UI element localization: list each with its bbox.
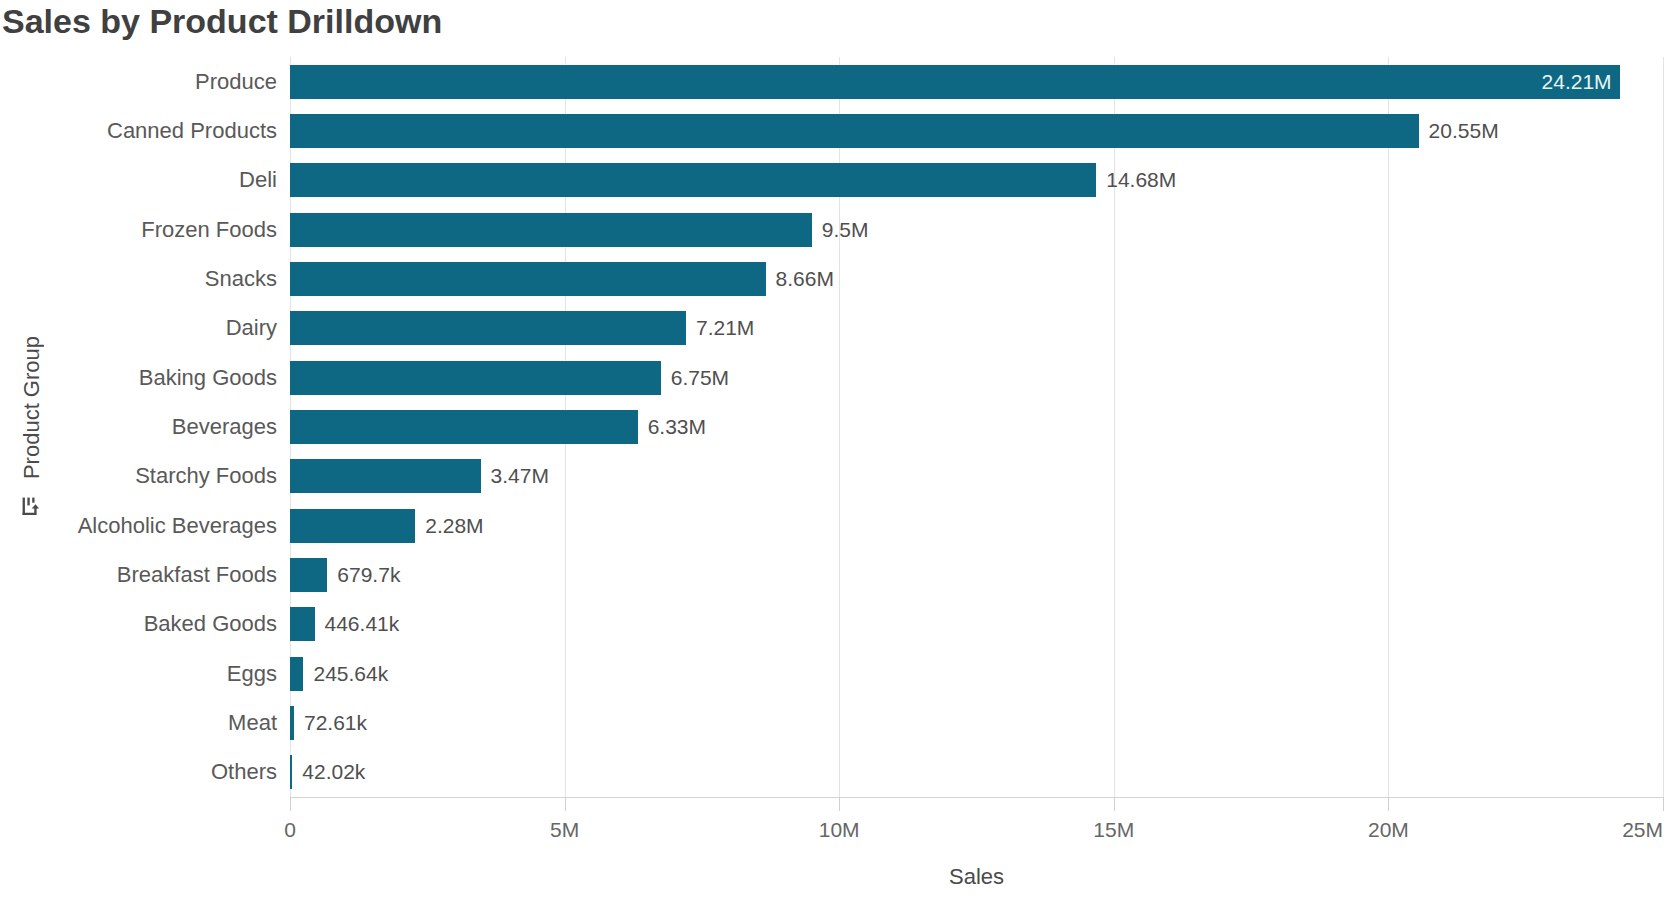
category-label[interactable]: Eggs <box>227 661 277 687</box>
category-label[interactable]: Others <box>211 759 277 785</box>
value-label: 6.33M <box>648 415 706 439</box>
category-row: Beverages <box>0 402 277 451</box>
bar[interactable] <box>290 361 661 395</box>
category-label[interactable]: Frozen Foods <box>141 217 277 243</box>
value-label: 9.5M <box>822 218 869 242</box>
bar-row: 8.66M <box>290 254 1663 303</box>
bar[interactable] <box>290 558 327 592</box>
category-row: Eggs <box>0 649 277 698</box>
category-label[interactable]: Produce <box>195 69 277 95</box>
category-row: Canned Products <box>0 106 277 155</box>
bar[interactable]: 24.21M <box>290 65 1620 99</box>
category-row: Baking Goods <box>0 353 277 402</box>
bar[interactable] <box>290 213 812 247</box>
x-axis-title: Sales <box>290 864 1663 890</box>
value-label: 24.21M <box>1542 70 1612 94</box>
value-label: 6.75M <box>671 366 729 390</box>
bar-row: 42.02k <box>290 748 1663 797</box>
category-row: Baked Goods <box>0 600 277 649</box>
x-axis-tick-labels: 05M10M15M20M25M <box>290 818 1663 846</box>
category-row: Alcoholic Beverages <box>0 501 277 550</box>
value-label: 245.64k <box>313 662 388 686</box>
bar[interactable] <box>290 262 766 296</box>
x-tick-mark <box>1663 797 1664 811</box>
value-label: 2.28M <box>425 514 483 538</box>
category-row: Breakfast Foods <box>0 550 277 599</box>
x-tick-label: 15M <box>1093 818 1134 842</box>
value-label: 72.61k <box>304 711 367 735</box>
category-label[interactable]: Deli <box>239 167 277 193</box>
category-axis: Produce Canned Products Deli Frozen Foods Sn… <box>0 57 277 797</box>
bar-row: 6.33M <box>290 402 1663 451</box>
x-axis-tick-marks <box>290 797 1663 812</box>
bar-row: 20.55M <box>290 106 1663 155</box>
category-label[interactable]: Baked Goods <box>144 611 277 637</box>
x-tick-label: 25M <box>1622 818 1663 842</box>
bar-row: 14.68M <box>290 156 1663 205</box>
value-label: 7.21M <box>696 316 754 340</box>
value-label: 679.7k <box>337 563 400 587</box>
category-row: Starchy Foods <box>0 452 277 501</box>
bar[interactable] <box>290 311 686 345</box>
category-row: Deli <box>0 156 277 205</box>
gridline <box>1663 57 1664 797</box>
bar-row: 446.41k <box>290 600 1663 649</box>
category-label[interactable]: Snacks <box>205 266 277 292</box>
bar[interactable] <box>290 163 1096 197</box>
bar-row: 7.21M <box>290 304 1663 353</box>
bar[interactable] <box>290 114 1419 148</box>
bar[interactable] <box>290 657 303 691</box>
value-label: 14.68M <box>1106 168 1176 192</box>
x-tick-mark <box>565 797 566 811</box>
value-label: 446.41k <box>325 612 400 636</box>
bar-row: 72.61k <box>290 698 1663 747</box>
chart-title: Sales by Product Drilldown <box>2 2 442 41</box>
bar-row: 3.47M <box>290 452 1663 501</box>
x-tick-mark <box>1388 797 1389 811</box>
category-label[interactable]: Starchy Foods <box>135 463 277 489</box>
bar-row: 2.28M <box>290 501 1663 550</box>
x-tick-label: 0 <box>284 818 296 842</box>
category-label[interactable]: Breakfast Foods <box>117 562 277 588</box>
value-label: 20.55M <box>1429 119 1499 143</box>
category-label[interactable]: Meat <box>228 710 277 736</box>
x-tick-mark <box>1114 797 1115 811</box>
x-tick-label: 10M <box>819 818 860 842</box>
bar[interactable] <box>290 706 294 740</box>
x-tick-label: 20M <box>1368 818 1409 842</box>
x-tick-label: 5M <box>550 818 579 842</box>
value-label: 3.47M <box>491 464 549 488</box>
category-label[interactable]: Canned Products <box>107 118 277 144</box>
x-tick-mark <box>839 797 840 811</box>
category-row: Dairy <box>0 304 277 353</box>
category-row: Produce <box>0 57 277 106</box>
category-label[interactable]: Baking Goods <box>139 365 277 391</box>
category-row: Others <box>0 748 277 797</box>
bar[interactable] <box>290 509 415 543</box>
category-row: Frozen Foods <box>0 205 277 254</box>
bar[interactable] <box>290 607 315 641</box>
bar[interactable] <box>290 459 481 493</box>
category-label[interactable]: Dairy <box>226 315 277 341</box>
category-label[interactable]: Alcoholic Beverages <box>78 513 277 539</box>
plot-area: 24.21M 20.55M 14.68M 9.5M 8.66M 7.21M 6.75M 6.3… <box>290 57 1663 797</box>
category-row: Meat <box>0 698 277 747</box>
value-label: 42.02k <box>302 760 365 784</box>
bar-row: 6.75M <box>290 353 1663 402</box>
bar-row: 245.64k <box>290 649 1663 698</box>
bar[interactable] <box>290 755 292 789</box>
value-label: 8.66M <box>776 267 834 291</box>
bar-row: 679.7k <box>290 550 1663 599</box>
category-row: Snacks <box>0 254 277 303</box>
bar-row: 9.5M <box>290 205 1663 254</box>
bar[interactable] <box>290 410 638 444</box>
bar-row: 24.21M <box>290 57 1663 106</box>
x-tick-mark <box>290 797 291 811</box>
category-label[interactable]: Beverages <box>172 414 277 440</box>
bar-rows: 24.21M 20.55M 14.68M 9.5M 8.66M 7.21M 6.75M 6.3… <box>290 57 1663 797</box>
